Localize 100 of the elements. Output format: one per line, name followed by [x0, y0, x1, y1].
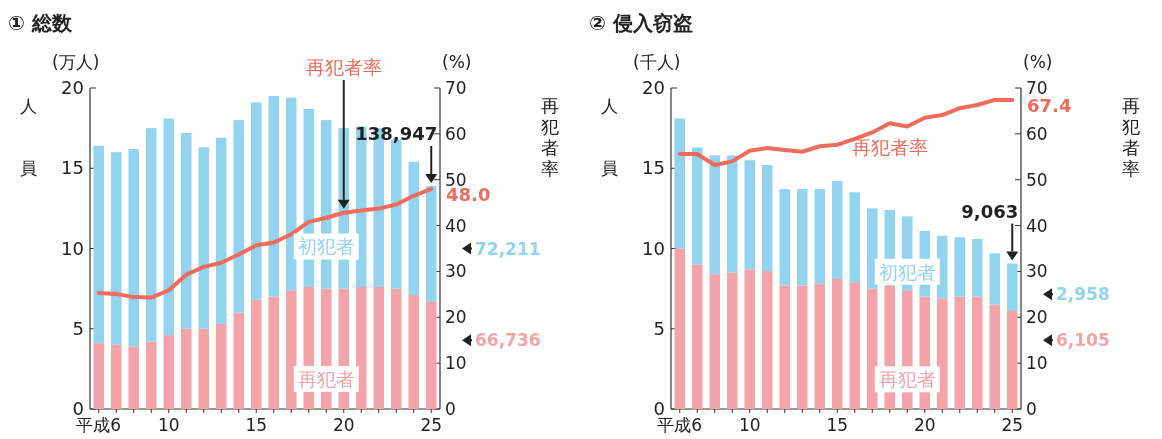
bar	[111, 344, 122, 409]
chart-title: ① 総数	[8, 11, 73, 35]
series-label: 再犯者	[293, 365, 359, 392]
bar	[251, 102, 262, 300]
bar	[779, 285, 790, 409]
series-label: 再犯者率	[851, 135, 928, 158]
bar	[233, 312, 244, 409]
text: 再犯者率	[305, 56, 382, 78]
x-tick-label: 10	[157, 415, 180, 435]
bar	[832, 279, 843, 409]
text: (%)	[1023, 52, 1053, 72]
y2-tick-label: 60	[1026, 123, 1048, 144]
bar	[797, 285, 808, 409]
y2-tick-label: 0	[1026, 399, 1037, 419]
bar	[146, 128, 157, 342]
bar	[1007, 311, 1018, 409]
bar	[867, 208, 878, 289]
x-tick-label: 25	[420, 415, 443, 435]
y-tick-label: 10	[61, 237, 84, 259]
bar	[692, 147, 703, 265]
bar	[391, 288, 402, 409]
y2-tick-label: 10	[445, 353, 467, 374]
text: 72,211	[475, 238, 541, 259]
bar	[954, 237, 965, 297]
annotation: 9,063	[961, 200, 1019, 222]
bar	[797, 189, 808, 286]
bar	[373, 287, 384, 409]
bar	[867, 288, 878, 409]
text: 人員	[19, 96, 37, 178]
bar	[356, 287, 367, 409]
bar	[849, 192, 860, 283]
bar	[216, 323, 227, 409]
bar	[727, 155, 738, 273]
bar	[146, 341, 157, 409]
y2-tick-label: 40	[445, 215, 467, 236]
bar	[163, 335, 174, 409]
y-tick-label: 15	[642, 157, 665, 179]
bar	[989, 253, 1000, 305]
bar	[286, 97, 297, 291]
bar	[692, 264, 703, 409]
bar	[709, 274, 720, 409]
y2-tick-label: 30	[445, 261, 467, 282]
y-tick-label: 5	[653, 317, 665, 339]
bar	[181, 328, 192, 409]
text: (%)	[442, 52, 472, 72]
bar	[814, 283, 825, 409]
bar	[251, 299, 262, 409]
chart-title: ② 侵入窃盗	[589, 11, 693, 35]
y2-tick-label: 40	[1026, 215, 1048, 236]
bar	[744, 269, 755, 409]
y2-tick-label: 70	[445, 78, 467, 98]
bar	[408, 161, 419, 296]
y2-axis-title: 再犯者率	[1122, 95, 1140, 179]
y2-tick-label: 60	[445, 123, 467, 144]
y-tick-label: 20	[61, 77, 84, 98]
x-tick-label: 15	[245, 415, 268, 435]
bar	[849, 282, 860, 409]
annotation: 138,947	[355, 122, 438, 144]
bar	[128, 148, 139, 347]
y2-tick-label: 50	[1026, 169, 1048, 190]
bar	[268, 96, 279, 297]
bar	[954, 296, 965, 409]
bar	[832, 181, 843, 279]
bar	[128, 346, 139, 409]
x-tick-label: 25	[1001, 415, 1024, 435]
y2-tick-label: 20	[1026, 307, 1048, 328]
y-tick-label: 10	[642, 237, 665, 259]
line-series	[96, 186, 434, 300]
bar	[674, 118, 685, 249]
bar	[93, 343, 104, 409]
y2-tick-label: 20	[445, 307, 467, 328]
bar	[762, 270, 773, 409]
text: 6,105	[1056, 330, 1110, 351]
bar	[972, 238, 983, 297]
x-tick-label: 20	[332, 415, 355, 435]
bar	[111, 152, 122, 345]
x-tick-label: 15	[826, 415, 849, 435]
y-tick-label: 5	[72, 317, 84, 339]
y2-tick-label: 30	[1026, 261, 1048, 282]
text: 66,736	[475, 330, 541, 351]
y2-axis-title: 再犯者率	[541, 95, 559, 179]
bar	[198, 328, 209, 409]
bar	[268, 296, 279, 409]
series-label: 再犯者	[874, 366, 940, 393]
y2-tick-label: 0	[445, 399, 456, 419]
text: (千人)	[633, 52, 681, 72]
bar	[762, 165, 773, 271]
bar	[408, 295, 419, 409]
bar	[744, 160, 755, 270]
bar	[937, 298, 948, 409]
text: 人員	[600, 96, 618, 178]
text: (万人)	[52, 52, 100, 72]
bar	[674, 248, 685, 409]
bar	[216, 137, 227, 324]
bar	[779, 189, 790, 286]
x-tick-label: 10	[738, 415, 761, 435]
bar	[198, 147, 209, 329]
text: 2,958	[1056, 284, 1110, 305]
bar	[163, 118, 174, 336]
x-tick-label: 20	[913, 415, 936, 435]
